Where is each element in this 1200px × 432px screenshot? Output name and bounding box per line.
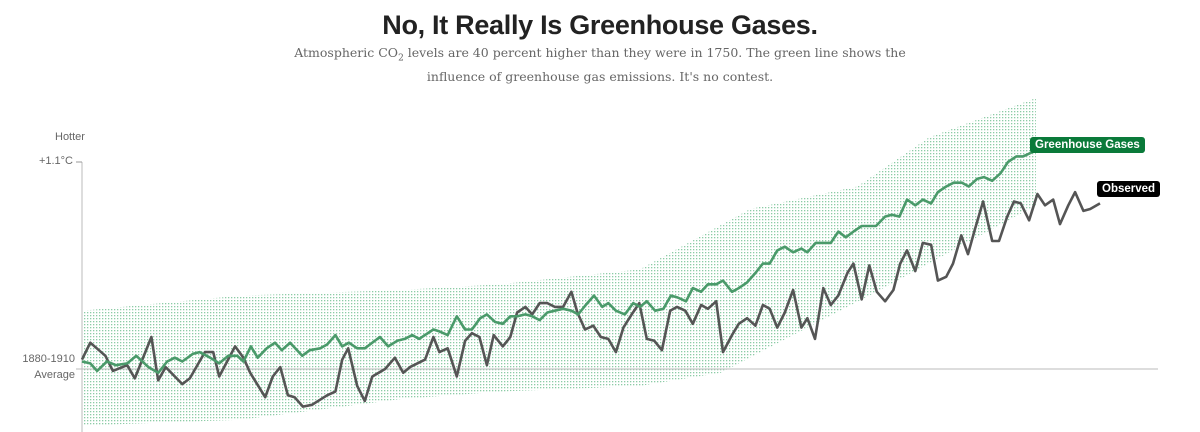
subtitle-subscript: 2: [398, 53, 404, 64]
y-label-hotter: Hotter: [55, 131, 85, 143]
subtitle-text: Atmospheric CO: [294, 45, 399, 60]
y-tick-label-top: +1.1°C: [38, 155, 73, 167]
observed-label: Observed: [1097, 181, 1161, 197]
uncertainty-band: [82, 98, 1036, 426]
y-tick-label-average: 1880-1910 Average: [22, 353, 75, 381]
subtitle-text: levels are 40 percent higher than they w…: [403, 45, 906, 84]
greenhouse-gases-line: [81, 147, 1039, 375]
chart-subtitle: Atmospheric CO2 levels are 40 percent hi…: [270, 44, 930, 85]
observed-line: [80, 190, 1101, 408]
greenhouse-gases-label: Greenhouse Gases: [1030, 137, 1145, 153]
chart-title: No, It Really Is Greenhouse Gases.: [382, 10, 818, 40]
